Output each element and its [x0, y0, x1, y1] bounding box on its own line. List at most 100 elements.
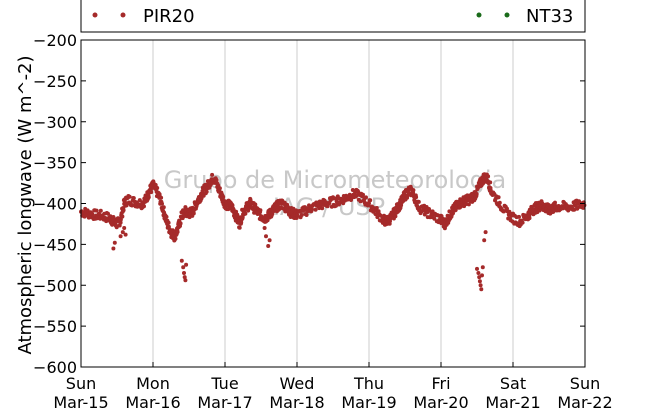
data-point-pir20-1329 — [182, 275, 187, 280]
data-point-pir20-664 — [304, 213, 309, 217]
x-tick-label-day-6: Sat — [500, 374, 526, 393]
data-point-pir20-467 — [240, 215, 245, 220]
legend-marker-pir20-a — [92, 12, 98, 18]
data-point-pir20-402 — [221, 194, 226, 199]
y-axis: −200 −250 −300 −350 −400 −450 −500 −550 −600 — [33, 31, 585, 377]
y-tick-label-8: −600 — [33, 358, 77, 377]
data-point-pir20-1342 — [480, 273, 484, 278]
data-point-pir20-1322 — [118, 234, 123, 239]
legend: PIR20 NT33 — [80, 0, 586, 33]
data-point-pir20-1336 — [475, 266, 479, 271]
x-tick-label-day-1: Mon — [136, 374, 170, 393]
data-point-pir20-198 — [160, 201, 164, 206]
data-point-pir20-154 — [146, 195, 151, 200]
data-point-pir20-1325 — [123, 232, 128, 237]
data-points — [79, 172, 587, 292]
data-point-pir20-1337 — [476, 271, 481, 275]
legend-label-pir20: PIR20 — [143, 6, 195, 27]
data-point-pir20-1331 — [184, 262, 189, 267]
y-tick-label-3: −350 — [33, 154, 77, 173]
x-tick-label-day-2: Tue — [210, 374, 238, 393]
data-point-pir20-457 — [237, 225, 242, 230]
x-tick-label-day-5: Fri — [431, 374, 450, 393]
data-point-pir20-347 — [204, 189, 209, 194]
data-point-pir20-1112 — [488, 180, 493, 185]
data-point-pir20-1067 — [474, 192, 479, 196]
data-point-pir20-656 — [299, 213, 304, 217]
y-tick-label-0: −200 — [33, 31, 77, 50]
data-point-pir20-526 — [258, 208, 263, 213]
data-point-pir20-138 — [142, 204, 146, 209]
x-tick-label-date-4: Mar-19 — [341, 393, 396, 409]
x-tick-label-date-6: Mar-21 — [485, 393, 540, 409]
data-point-pir20-1345 — [483, 230, 488, 235]
y-tick-label-4: −400 — [33, 195, 77, 214]
data-point-pir20-832 — [393, 214, 398, 219]
data-point-pir20-1321 — [112, 240, 117, 245]
data-point-pir20-1326 — [179, 258, 184, 263]
data-point-pir20-304 — [191, 211, 196, 216]
data-point-pir20-1130 — [497, 200, 502, 205]
data-point-pir20-782 — [375, 215, 380, 220]
x-tick-label-date-5: Mar-20 — [413, 393, 468, 409]
data-point-pir20-901 — [414, 195, 419, 200]
x-tick-label-day-0: Sun — [66, 374, 96, 393]
data-point-pir20-618 — [286, 205, 290, 209]
data-point-pir20-1344 — [482, 238, 487, 243]
data-point-pir20-33 — [98, 208, 103, 213]
data-point-pir20-391 — [217, 186, 222, 191]
y-tick-label-7: −550 — [33, 317, 77, 336]
data-point-pir20-449 — [235, 212, 240, 217]
data-point-pir20-1328 — [182, 271, 186, 275]
data-point-pir20-929 — [427, 208, 432, 213]
data-point-pir20-910 — [416, 199, 421, 204]
data-point-pir20-1183 — [527, 216, 532, 221]
data-point-pir20-204 — [161, 205, 166, 210]
data-point-pir20-763 — [364, 195, 368, 200]
data-point-pir20-182 — [155, 186, 160, 190]
data-point-pir20-276 — [183, 205, 188, 210]
data-point-pir20-26 — [94, 208, 99, 213]
data-point-pir20-333 — [200, 189, 205, 193]
data-point-pir20-550 — [265, 218, 270, 223]
x-tick-label-date-2: Mar-17 — [197, 393, 252, 409]
data-point-pir20-988 — [451, 211, 455, 216]
data-point-pir20-118 — [131, 196, 136, 201]
data-point-pir20-649 — [295, 213, 300, 218]
legend-frame — [80, 0, 586, 33]
y-tick-label-1: −250 — [33, 72, 77, 91]
x-tick-label-date-0: Mar-15 — [53, 393, 108, 409]
data-point-pir20-1041 — [466, 202, 471, 207]
data-point-pir20-976 — [447, 209, 452, 214]
legend-label-nt33: NT33 — [526, 6, 573, 27]
data-point-pir20-1320 — [111, 246, 116, 251]
x-tick-label-date-1: Mar-16 — [125, 393, 180, 409]
data-point-pir20-1168 — [520, 220, 525, 225]
data-point-pir20-1332 — [262, 226, 267, 230]
data-point-pir20-1333 — [264, 234, 268, 239]
data-point-pir20-1339 — [477, 279, 482, 284]
data-point-pir20-754 — [358, 199, 363, 204]
data-point-pir20-94 — [121, 208, 126, 213]
data-point-pir20-90 — [120, 214, 125, 219]
x-tick-label-day-4: Thu — [353, 374, 384, 393]
data-point-pir20-1334 — [266, 244, 271, 248]
y-axis-label: Atmospheric longwave (W m^-2) — [15, 55, 36, 354]
data-point-pir20-770 — [368, 198, 373, 203]
data-point-pir20-937 — [432, 216, 437, 221]
x-tick-label-day-7: Sun — [570, 374, 600, 393]
data-point-pir20-1324 — [122, 226, 127, 230]
data-point-pir20-476 — [243, 211, 248, 216]
data-point-pir20-19 — [90, 212, 95, 217]
plot-frame — [80, 39, 586, 368]
data-point-pir20-1343 — [480, 265, 485, 270]
data-point-pir20-892 — [411, 188, 416, 193]
data-point-pir20-690 — [320, 206, 325, 211]
data-point-pir20-1105 — [486, 174, 491, 179]
data-point-pir20-260 — [178, 221, 183, 226]
data-point-pir20-243 — [173, 236, 178, 241]
data-point-pir20-768 — [367, 201, 371, 206]
data-point-pir20-758 — [361, 192, 365, 197]
x-tick-label-date-3: Mar-18 — [269, 393, 324, 409]
data-point-pir20-195 — [159, 195, 164, 200]
